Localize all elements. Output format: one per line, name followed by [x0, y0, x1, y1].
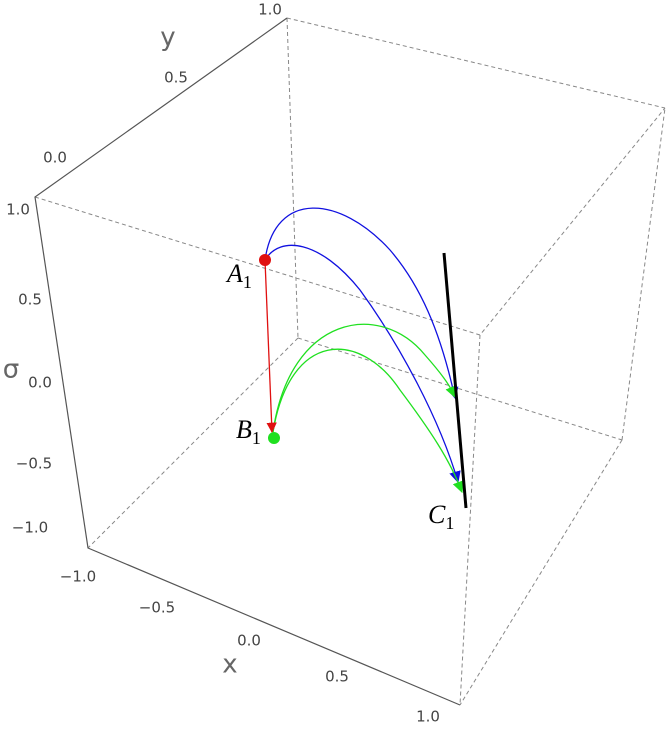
blue-curve [264, 244, 461, 484]
sigma-tick-label: −1.0 [12, 519, 48, 537]
y-tick-label: 0.5 [164, 69, 188, 87]
green-curve [272, 323, 457, 433]
x-tick-label: −0.5 [139, 599, 175, 617]
x-tick-label: −1.0 [60, 568, 96, 586]
x-tick-label: 1.0 [416, 708, 440, 726]
box [34, 17, 666, 706]
point-label-sub: 1 [445, 513, 454, 533]
x-axis-label: x [222, 650, 237, 680]
point-label: A1 [225, 259, 252, 292]
box-edges [34, 17, 666, 706]
green-curve [272, 348, 464, 494]
point-label-sub: 1 [252, 428, 261, 448]
x-tick-label: 0.5 [325, 668, 349, 686]
sigma-tick-label: −0.5 [16, 455, 52, 473]
axis-edges [34, 17, 461, 706]
blue-curve [264, 207, 459, 400]
sigma-tick-label: 1.0 [6, 201, 30, 219]
point-label-sub: 1 [243, 272, 252, 292]
sigma-tick-label: 0.0 [28, 374, 52, 392]
point-label: B1 [236, 415, 261, 448]
y-tick-label: 1.0 [258, 1, 282, 19]
x-tick-label: 0.0 [237, 632, 261, 650]
y-axis-label: y [160, 23, 175, 53]
sigma-tick-label: 0.5 [18, 291, 42, 309]
curves [259, 207, 468, 509]
point-label-main: B [236, 415, 252, 444]
point-label-main: C [428, 500, 446, 529]
y-tick-label: 0.0 [43, 149, 67, 167]
point-b [268, 432, 280, 444]
point-label: C1 [428, 500, 454, 533]
point-a [259, 254, 271, 266]
red-arrow [264, 259, 277, 434]
black-line [442, 252, 468, 509]
sigma-axis-label: σ [3, 355, 19, 385]
point-label-main: A [225, 259, 243, 288]
tick-labels: −1.0 −0.5 0.0 0.5 1.0 0.0 0.5 1.0 1.0 0.… [6, 1, 440, 726]
